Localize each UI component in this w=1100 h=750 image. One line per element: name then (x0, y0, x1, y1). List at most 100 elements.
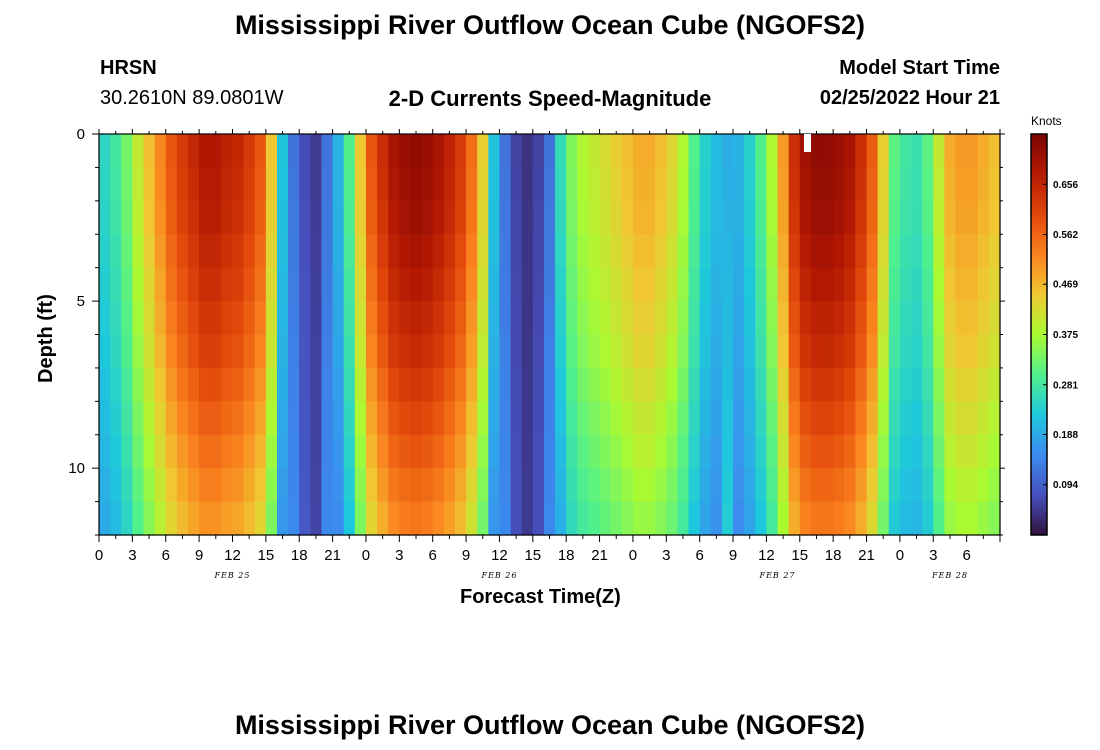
heatmap-cell (632, 200, 645, 235)
heatmap-cell (132, 200, 145, 235)
heatmap-cell (599, 401, 612, 436)
heatmap-cell (844, 501, 856, 536)
heatmap-cell (365, 167, 378, 202)
heatmap-cell (944, 367, 957, 402)
heatmap-cell (399, 267, 412, 302)
heatmap-cell (143, 468, 156, 503)
heatmap-cell (110, 200, 122, 235)
heatmap-cell (132, 367, 145, 402)
heatmap-cell (488, 234, 501, 269)
heatmap-cell (944, 234, 957, 269)
heatmap-cell (510, 434, 523, 469)
heatmap-cell (354, 134, 367, 169)
heatmap-cell (310, 434, 323, 469)
heatmap-cell (299, 267, 311, 302)
heatmap-cell (822, 301, 834, 336)
heatmap-cell (221, 167, 234, 202)
heatmap-cell (410, 267, 423, 302)
heatmap-cell (488, 267, 501, 302)
heatmap-cell (810, 200, 823, 235)
heatmap-cell (99, 367, 111, 402)
x-tick-label: 15 (524, 547, 541, 564)
heatmap-cell (644, 434, 656, 469)
heatmap-cell (199, 234, 211, 269)
heatmap-cell (232, 401, 245, 436)
heatmap-cell (777, 367, 790, 402)
heatmap-cell (377, 134, 389, 169)
heatmap-cell (354, 367, 367, 402)
heatmap-cell (443, 134, 456, 169)
heatmap-cell (810, 334, 823, 369)
heatmap-cell (221, 501, 234, 536)
heatmap-cell (232, 267, 245, 302)
heatmap-cell (176, 468, 189, 503)
heatmap-cell (766, 367, 779, 402)
heatmap-cell (866, 401, 879, 436)
heatmap-cell (99, 134, 111, 169)
heatmap-cell (199, 401, 211, 436)
heatmap-cell (521, 501, 534, 536)
heatmap-cell (621, 200, 634, 235)
heatmap-cell (777, 468, 790, 503)
heatmap-cell (766, 468, 779, 503)
heatmap-cell (688, 367, 701, 402)
heatmap-cell (265, 501, 278, 536)
heatmap-cell (365, 334, 378, 369)
heatmap-cell (822, 501, 834, 536)
heatmap-cell (888, 501, 901, 536)
y-tick-label: 0 (77, 126, 85, 143)
heatmap-cell (555, 167, 567, 202)
heatmap-cell (577, 200, 590, 235)
heatmap-cell (388, 468, 400, 503)
heatmap-cell (466, 200, 478, 235)
heatmap-cell (110, 401, 122, 436)
heatmap-cell (477, 200, 489, 235)
heatmap-cell (265, 367, 278, 402)
heatmap-cell (588, 301, 601, 336)
heatmap-cell (888, 200, 901, 235)
heatmap-cell (210, 434, 222, 469)
heatmap-cell (933, 234, 945, 269)
heatmap-cell (966, 167, 979, 202)
heatmap-cell (410, 234, 423, 269)
heatmap-cell (410, 334, 423, 369)
colorbar-tick-label: 0.469 (1053, 280, 1078, 291)
heatmap-cell (888, 167, 901, 202)
heatmap-cell (321, 234, 334, 269)
heatmap-cell (610, 134, 623, 169)
heatmap-cell (710, 334, 723, 369)
heatmap-cell (332, 468, 345, 503)
heatmap-cell (221, 334, 234, 369)
x-tick-label: 9 (195, 547, 203, 564)
heatmap-cell (377, 200, 389, 235)
heatmap-cell (844, 401, 856, 436)
heatmap-cell (477, 401, 489, 436)
heatmap-cell (833, 367, 845, 402)
heatmap-cell (699, 501, 712, 536)
heatmap-cell (855, 267, 868, 302)
model-start-value: 02/25/2022 Hour 21 (819, 87, 1000, 109)
heatmap-cell (221, 267, 234, 302)
colorbar: 0.656 0.562 0.469 0.375 0.281 0.188 0.094 (1030, 133, 1078, 536)
heatmap-cell (454, 234, 467, 269)
heatmap-cell (866, 234, 879, 269)
heatmap-cell (299, 468, 311, 503)
y-tick-label: 5 (77, 293, 85, 310)
heatmap-cell (488, 434, 501, 469)
heatmap-cell (165, 134, 178, 169)
heatmap-cell (866, 134, 879, 169)
heatmap-cell (777, 234, 790, 269)
heatmap-cell (510, 367, 523, 402)
heatmap-cell (666, 301, 679, 336)
heatmap-cell (555, 301, 567, 336)
heatmap-cell (610, 501, 623, 536)
heatmap-cell (321, 501, 334, 536)
heatmap-cell (543, 134, 556, 169)
heatmap-cell (265, 200, 278, 235)
heatmap-cell (688, 134, 701, 169)
heatmap-cell (365, 267, 378, 302)
heatmap-cell (254, 200, 267, 235)
heatmap-cell (899, 167, 912, 202)
heatmap-cell (721, 267, 734, 302)
heatmap-cell (510, 134, 523, 169)
